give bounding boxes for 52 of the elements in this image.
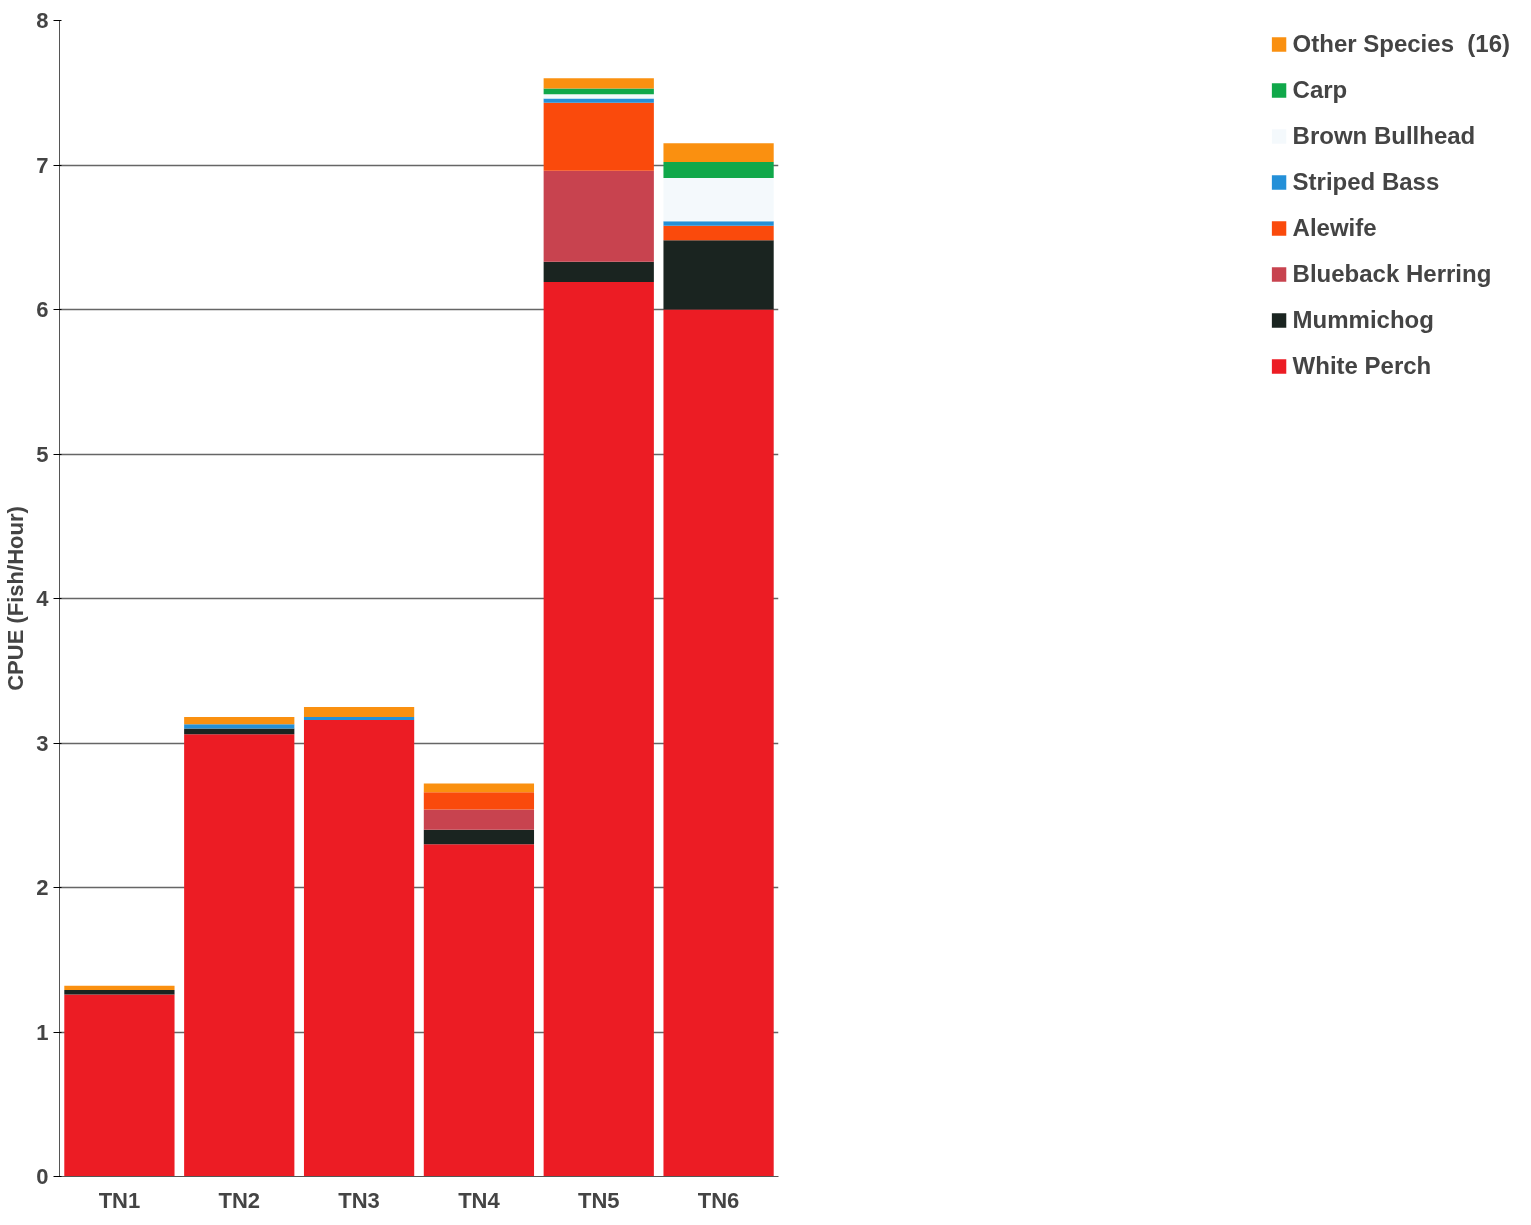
bar — [543, 261, 654, 283]
legend-label: White Perch — [1292, 352, 1432, 380]
y-tick-label: 2 — [36, 875, 49, 900]
bar — [543, 88, 654, 95]
bar — [543, 78, 654, 89]
bar — [543, 170, 654, 262]
x-tick-label: TN3 — [338, 1187, 380, 1213]
legend-label: Mummichog — [1292, 306, 1434, 334]
bar — [184, 716, 295, 725]
y-tick-label: 4 — [36, 586, 50, 611]
x-tick-label: TN1 — [98, 1187, 141, 1213]
y-tick-label: 0 — [36, 1164, 49, 1189]
bar — [64, 985, 175, 991]
bar — [423, 844, 535, 1177]
bar — [303, 716, 415, 720]
bar — [303, 706, 415, 717]
bar — [543, 94, 654, 99]
bar — [184, 724, 295, 729]
bar — [303, 719, 415, 1177]
x-tick-label: TN6 — [697, 1187, 740, 1213]
x-tick-label: TN5 — [577, 1187, 620, 1213]
bar — [543, 282, 654, 1177]
bar — [423, 809, 535, 830]
y-tick-label: 3 — [36, 730, 49, 756]
bar — [423, 783, 535, 793]
bar — [663, 178, 774, 222]
bar — [543, 102, 654, 171]
bar — [423, 792, 535, 810]
bar — [64, 994, 175, 1177]
bar — [663, 240, 774, 310]
y-tick-label: 8 — [36, 8, 49, 33]
bar — [663, 162, 774, 179]
y-tick-label: 1 — [36, 1019, 49, 1045]
y-tick-label: 5 — [36, 441, 49, 467]
bar — [64, 990, 175, 995]
bar — [663, 143, 774, 163]
legend-label: Brown Bullhead — [1292, 122, 1476, 150]
x-tick-label: TN4 — [458, 1187, 501, 1213]
bar — [663, 221, 774, 226]
bar — [663, 225, 774, 241]
legend-label: Blueback Herring — [1292, 260, 1492, 288]
x-tick-label: TN2 — [218, 1187, 261, 1213]
y-tick-label: 6 — [36, 297, 49, 322]
y-axis-title: CPUE (Fish/Hour) — [3, 506, 29, 691]
bar — [663, 309, 774, 1177]
y-tick-label: 7 — [36, 152, 49, 178]
legend-label: Other Species (16) — [1292, 30, 1510, 58]
legend-label: Alewife — [1292, 214, 1377, 242]
bar — [184, 734, 295, 1177]
legend-label: Striped Bass — [1292, 168, 1440, 196]
legend-label: Carp — [1292, 76, 1348, 104]
bar — [423, 829, 535, 845]
